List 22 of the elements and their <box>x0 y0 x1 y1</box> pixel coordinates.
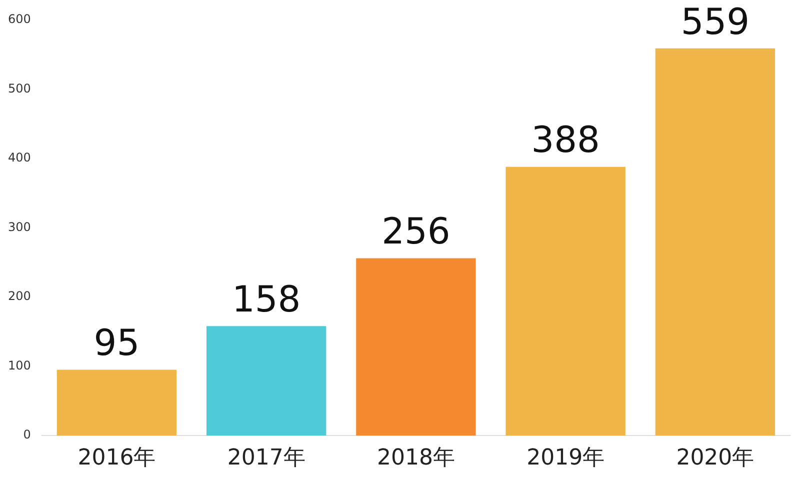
data-label: 95 <box>94 323 140 364</box>
bar <box>655 48 776 436</box>
x-tick-label: 2017年 <box>227 446 306 471</box>
y-tick-label: 500 <box>8 81 31 96</box>
data-label: 388 <box>531 120 600 162</box>
y-tick-label: 100 <box>8 358 31 372</box>
bar <box>506 166 626 436</box>
data-label: 256 <box>382 212 450 253</box>
data-label: 559 <box>680 2 750 43</box>
x-tick-label: 2019年 <box>526 446 605 471</box>
x-tick-label: 2016年 <box>78 446 156 471</box>
bar <box>356 258 476 436</box>
bar <box>56 370 177 436</box>
y-tick-label: 600 <box>8 12 31 26</box>
x-tick-label: 2020年 <box>676 446 754 471</box>
y-tick-label: 400 <box>8 150 31 165</box>
data-label: 158 <box>232 280 301 321</box>
y-tick-label: 0 <box>23 428 31 442</box>
y-tick-label: 200 <box>8 289 31 304</box>
bar <box>206 326 326 436</box>
x-tick-label: 2018年 <box>376 446 455 471</box>
y-tick-label: 300 <box>8 220 31 234</box>
